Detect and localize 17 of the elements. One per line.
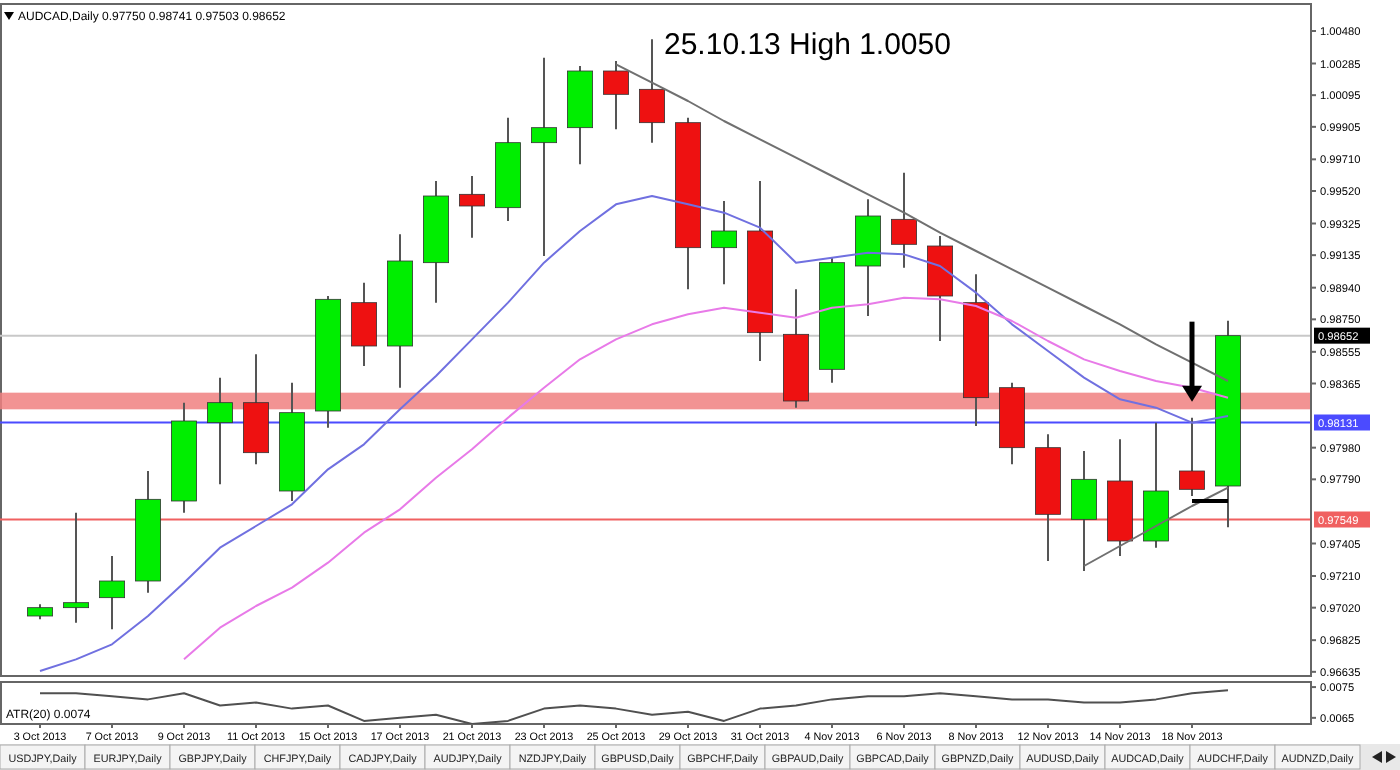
candlestick xyxy=(891,171,917,269)
candlestick xyxy=(603,60,629,131)
candlestick xyxy=(459,175,485,239)
candlestick xyxy=(639,38,665,144)
line-series xyxy=(615,63,1229,382)
candlestick xyxy=(99,555,125,631)
candlestick xyxy=(531,56,557,257)
line-series xyxy=(183,296,1229,661)
line-series xyxy=(39,195,1229,672)
candlestick xyxy=(1179,416,1205,497)
candlestick xyxy=(351,281,377,367)
annotation: 25.10.13 High 1.0050 xyxy=(664,28,951,62)
candlestick xyxy=(63,511,89,624)
candlestick xyxy=(711,200,737,286)
candlestick xyxy=(1071,450,1097,572)
candlestick xyxy=(207,376,233,486)
line-series xyxy=(1083,486,1229,567)
